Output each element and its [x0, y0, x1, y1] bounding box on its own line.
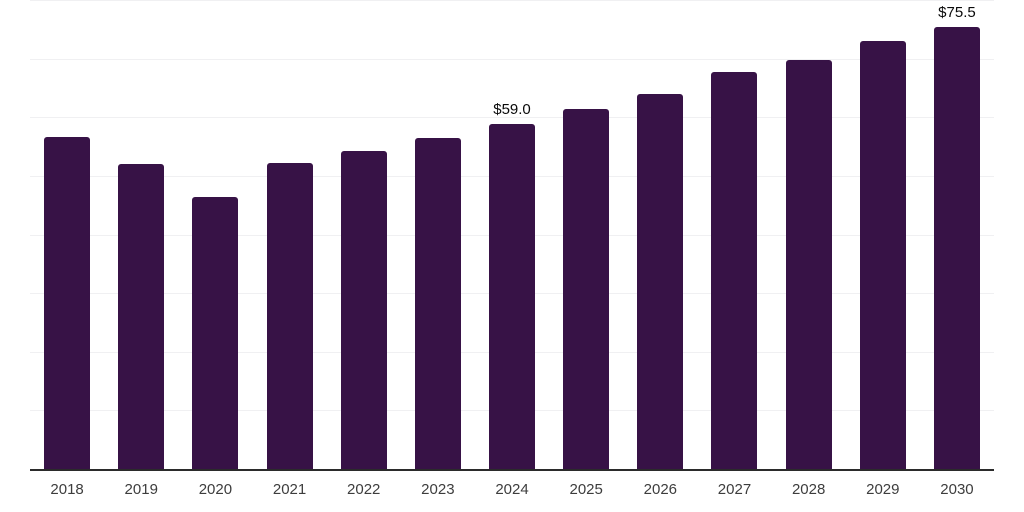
bar-slot — [30, 1, 104, 470]
bar-slot — [623, 1, 697, 470]
bars: $59.0 $75.5 — [30, 1, 994, 470]
x-tick-label-2025: 2025 — [569, 481, 603, 498]
x-tick-label-2029: 2029 — [866, 481, 900, 498]
x-tick-label-2019: 2019 — [124, 481, 158, 498]
x-tick-label-2030: 2030 — [940, 481, 974, 498]
gridline — [30, 117, 994, 119]
bar-2028 — [785, 60, 832, 470]
x-tick-label-2022: 2022 — [347, 481, 381, 498]
bar-2023 — [414, 137, 461, 470]
x-tick-label-2021: 2021 — [272, 481, 307, 498]
x-tick-label-2020: 2020 — [198, 481, 233, 498]
bars-row: $59.0 $75.5 — [30, 1, 994, 470]
bar-slot — [846, 1, 920, 470]
bar-slot — [549, 1, 623, 470]
bar-slot — [178, 1, 252, 470]
bar-2030 — [933, 27, 980, 470]
x-tick-label-2018: 2018 — [50, 481, 84, 498]
x-axis-line — [30, 469, 994, 471]
bar-2022 — [340, 150, 387, 470]
plot-area: $59.0 $75.5 — [30, 0, 994, 471]
bar-slot — [327, 1, 401, 470]
bar-2025 — [563, 108, 610, 470]
bar-slot — [104, 1, 178, 470]
x-tick-label-2024: 2024 — [495, 481, 529, 498]
gridline — [30, 0, 994, 1]
gridline — [30, 58, 994, 60]
bar-slot — [252, 1, 326, 470]
bar-2020 — [192, 197, 239, 470]
x-tick-label-2026: 2026 — [643, 481, 678, 498]
bar-2024 — [489, 124, 536, 470]
x-axis-labels: 2018 2019 2020 2021 2022 2023 2024 2025 2026 2027… — [30, 481, 994, 498]
bar-slot — [401, 1, 475, 470]
value-label-2030: $75.5 — [938, 4, 976, 22]
bar-2029 — [859, 41, 906, 470]
bar-slot — [772, 1, 846, 470]
bar-2018 — [44, 137, 91, 470]
bar-2026 — [637, 93, 684, 470]
x-tick-label-2027: 2027 — [717, 481, 752, 498]
bar-2021 — [266, 162, 313, 470]
bar-2019 — [118, 163, 165, 470]
x-tick-label-2028: 2028 — [791, 481, 826, 498]
bar-2027 — [711, 71, 758, 470]
bar-slot — [697, 1, 771, 470]
bar-slot: $75.5 — [920, 1, 994, 470]
value-label-2024: $59.0 — [493, 101, 531, 119]
x-tick-label-2023: 2023 — [421, 481, 455, 498]
bar-slot: $59.0 — [475, 1, 549, 470]
